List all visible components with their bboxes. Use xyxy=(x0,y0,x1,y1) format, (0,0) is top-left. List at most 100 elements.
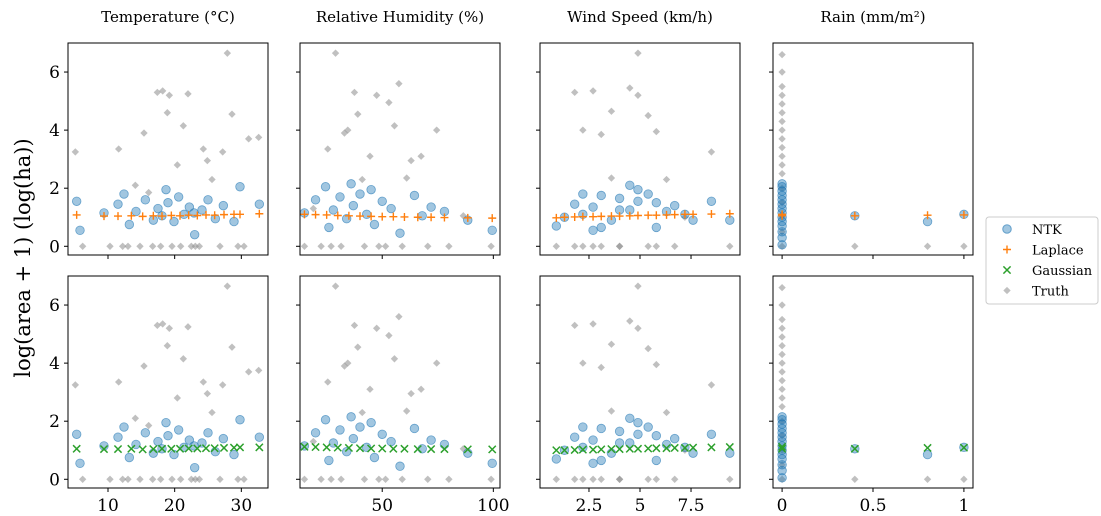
truth-point xyxy=(337,242,345,250)
gaussian-point xyxy=(850,444,859,453)
truth-point xyxy=(644,111,652,120)
truth-point xyxy=(579,475,587,483)
ntk-point xyxy=(113,199,123,209)
ntk-point xyxy=(124,219,135,230)
truth-point xyxy=(300,242,309,250)
truth-point xyxy=(398,475,406,483)
truth-point xyxy=(634,282,642,290)
truth-point xyxy=(778,100,786,108)
laplace-point xyxy=(959,210,968,219)
ntk-point xyxy=(922,449,933,460)
ntk-point xyxy=(348,200,359,211)
laplace-point xyxy=(615,212,624,221)
truth-point xyxy=(163,109,172,117)
truth-point xyxy=(778,152,786,160)
ntk-point xyxy=(179,209,189,220)
gaussian-point xyxy=(389,444,398,453)
truth-point xyxy=(218,381,227,389)
legend-label: Gaussian xyxy=(1032,264,1093,279)
truth-point xyxy=(778,403,786,411)
laplace-point xyxy=(463,213,472,222)
truth-point xyxy=(244,135,253,143)
ntk-point xyxy=(588,435,598,445)
truth-point xyxy=(195,242,204,250)
ntk-point xyxy=(75,225,85,236)
truth-point xyxy=(778,333,786,341)
truth-point xyxy=(240,475,248,483)
truth-point xyxy=(851,242,859,250)
truth-point xyxy=(331,49,340,57)
laplace-point xyxy=(322,210,331,219)
truth-point xyxy=(165,91,174,99)
legend-marker xyxy=(1003,245,1011,254)
truth-point xyxy=(487,242,495,250)
truth-point xyxy=(131,181,140,189)
axes-frame xyxy=(772,275,974,489)
legend-marker xyxy=(1002,265,1012,275)
ntk-point xyxy=(189,462,200,473)
ntk-point xyxy=(633,196,643,206)
ntk-point xyxy=(417,444,427,454)
truth-point xyxy=(240,242,248,250)
truth-point xyxy=(168,475,176,483)
ntk-point xyxy=(153,203,163,214)
ntk-point xyxy=(578,442,588,453)
laplace-point xyxy=(167,211,176,220)
laplace-point xyxy=(184,211,193,220)
truth-point xyxy=(589,320,597,328)
truth-point xyxy=(71,148,80,156)
x-tick-label: 0.5 xyxy=(859,496,886,516)
ntk-point xyxy=(173,192,184,202)
truth-point xyxy=(778,475,786,483)
ntk-point xyxy=(596,455,606,466)
laplace-point xyxy=(389,212,398,221)
truth-point xyxy=(778,350,786,359)
ntk-point xyxy=(643,189,653,199)
gaussian-point xyxy=(662,444,671,453)
y-tick-label: 4 xyxy=(49,354,60,374)
ntk-point xyxy=(320,415,331,425)
y-tick-label: 4 xyxy=(49,121,60,141)
ntk-point xyxy=(614,193,625,204)
laplace-point xyxy=(597,212,606,221)
legend-frame xyxy=(985,216,1099,305)
y-tick-label: 6 xyxy=(49,296,60,316)
gaussian-point xyxy=(138,445,147,454)
truth-point xyxy=(358,175,366,184)
gaussian-point xyxy=(167,444,176,453)
truth-point xyxy=(778,342,786,350)
ntk-point xyxy=(355,189,365,199)
gaussian-point xyxy=(72,444,81,453)
truth-point xyxy=(432,359,441,367)
laplace-point xyxy=(72,210,81,219)
x-tick-label: 10 xyxy=(97,496,119,516)
truth-point xyxy=(778,301,786,309)
truth-point xyxy=(402,174,411,182)
ntk-point xyxy=(377,196,387,206)
ntk-point xyxy=(361,209,372,220)
gaussian-point xyxy=(777,442,787,451)
truth-point xyxy=(385,331,393,340)
gaussian-point xyxy=(300,442,309,451)
ntk-point xyxy=(777,182,787,192)
truth-point xyxy=(124,242,132,250)
axes-frame xyxy=(539,42,741,256)
laplace-point xyxy=(367,212,376,221)
ntk-point xyxy=(551,221,562,231)
truth-point xyxy=(144,188,153,197)
truth-point xyxy=(417,385,425,393)
truth-point xyxy=(960,475,968,483)
ntk-point xyxy=(203,428,213,438)
ntk-point xyxy=(119,422,129,432)
laplace-point xyxy=(255,209,264,218)
truth-point xyxy=(153,88,162,97)
laplace-point xyxy=(149,211,158,220)
truth-point xyxy=(156,242,165,250)
truth-point xyxy=(851,475,859,483)
ntk-point xyxy=(218,433,229,444)
truth-point xyxy=(354,110,362,118)
truth-point xyxy=(778,143,786,152)
gaussian-point xyxy=(344,443,354,453)
ntk-point xyxy=(161,184,171,195)
truth-point xyxy=(597,363,605,372)
